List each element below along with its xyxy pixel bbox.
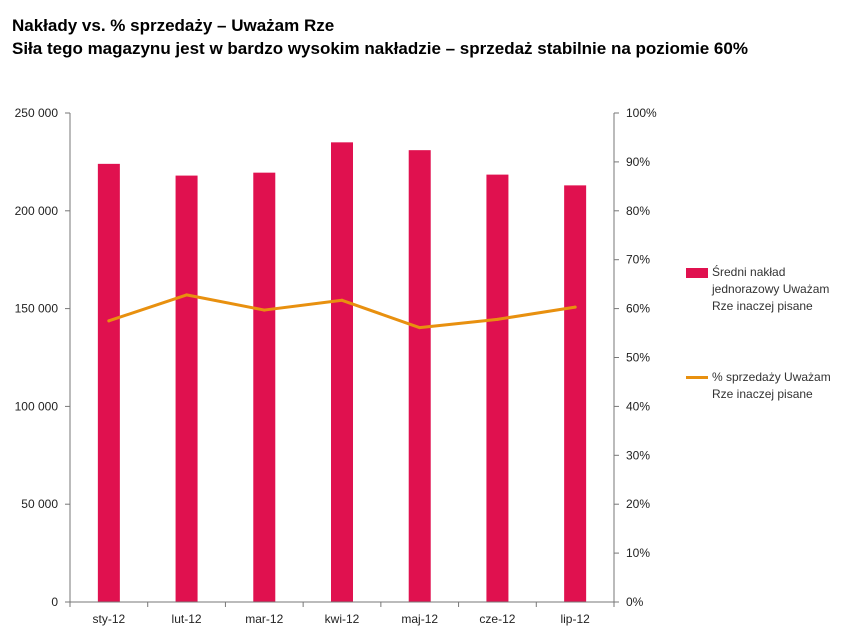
y-right-tick-label: 50% bbox=[626, 351, 650, 365]
bar-cze-12 bbox=[486, 174, 509, 602]
y-right-tick-label: 40% bbox=[626, 399, 650, 413]
y-right-tick-label: 90% bbox=[626, 155, 650, 169]
x-tick-label: maj-12 bbox=[401, 612, 438, 626]
y-right-tick-label: 20% bbox=[626, 497, 650, 511]
y-left-tick-label: 50 000 bbox=[21, 497, 58, 511]
y-left-tick-label: 200 000 bbox=[15, 204, 59, 218]
legend-label-bar: Średni nakład jednorazowy Uważam Rze ina… bbox=[712, 265, 830, 313]
legend-swatch-bar bbox=[686, 268, 708, 278]
x-tick-label: mar-12 bbox=[245, 612, 283, 626]
bar-mar-12 bbox=[253, 172, 276, 602]
x-tick-label: kwi-12 bbox=[325, 612, 360, 626]
bar-maj-12 bbox=[408, 150, 431, 602]
y-left-tick-label: 0 bbox=[51, 595, 58, 609]
x-tick-label: sty-12 bbox=[93, 612, 126, 626]
x-tick-label: lut-12 bbox=[172, 612, 202, 626]
bar-kwi-12 bbox=[331, 142, 353, 602]
y-right-tick-label: 0% bbox=[626, 595, 644, 609]
line-point-lut-12 bbox=[185, 293, 189, 297]
legend-swatch-line bbox=[686, 376, 708, 379]
y-right-tick-label: 70% bbox=[626, 253, 650, 267]
x-tick-label: lip-12 bbox=[560, 612, 590, 626]
chart-subtitle: Siła tego magazynu jest w bardzo wysokim… bbox=[12, 39, 748, 58]
legend-label-line: % sprzedaży Uważam Rze inaczej pisane bbox=[712, 370, 831, 401]
line-point-lip-12 bbox=[573, 305, 577, 309]
line-point-maj-12 bbox=[418, 326, 422, 330]
y-left-tick-label: 100 000 bbox=[15, 399, 59, 413]
line-point-kwi-12 bbox=[340, 298, 344, 302]
bar-lip-12 bbox=[564, 185, 587, 602]
y-right-tick-label: 100% bbox=[626, 106, 657, 120]
x-tick-label: cze-12 bbox=[479, 612, 515, 626]
y-right-tick-label: 80% bbox=[626, 204, 650, 218]
line-point-mar-12 bbox=[262, 308, 266, 312]
legend-item-bar: Średni nakład jednorazowy Uważam Rze ina… bbox=[686, 264, 846, 315]
line-point-sty-12 bbox=[107, 319, 111, 323]
y-right-tick-label: 30% bbox=[626, 448, 650, 462]
y-right-tick-label: 60% bbox=[626, 302, 650, 316]
bar-lut-12 bbox=[175, 175, 198, 603]
legend-item-line: % sprzedaży Uważam Rze inaczej pisane bbox=[686, 369, 846, 403]
y-left-tick-label: 150 000 bbox=[15, 302, 59, 316]
y-left-tick-label: 250 000 bbox=[15, 106, 59, 120]
line-point-cze-12 bbox=[495, 317, 499, 321]
bar-sty-12 bbox=[97, 163, 120, 602]
chart-title: Nakłady vs. % sprzedaży – Uważam Rze bbox=[12, 16, 335, 35]
y-right-tick-label: 10% bbox=[626, 546, 650, 560]
